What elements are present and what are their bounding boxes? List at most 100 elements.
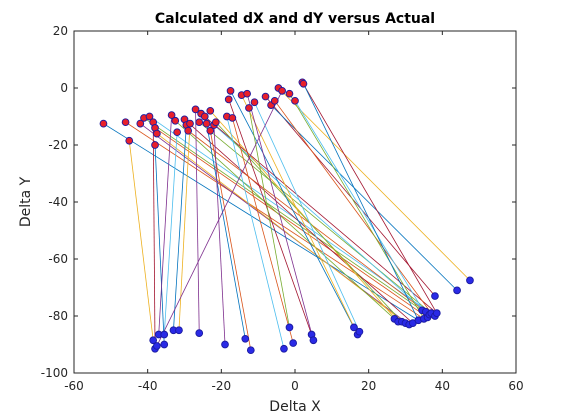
chart-title: Calculated dX and dY versus Actual <box>155 11 435 27</box>
calculated-point <box>299 79 308 88</box>
connector-line <box>246 93 314 341</box>
actual-point <box>355 327 364 336</box>
calculated-point <box>186 119 194 128</box>
calculated-point <box>145 112 154 121</box>
connector-line <box>278 87 471 281</box>
calculated-point <box>245 104 253 112</box>
actual-point <box>350 323 358 332</box>
connector-line <box>241 94 358 335</box>
calculated-point <box>184 126 193 135</box>
calculated-point <box>261 92 270 101</box>
calculated-point <box>228 114 237 122</box>
connector-line <box>231 117 294 344</box>
y-axis-label: Delta Y <box>18 176 34 227</box>
actual-point <box>241 334 250 343</box>
calculated-point <box>191 105 200 114</box>
connector-line <box>187 130 430 315</box>
calculated-point <box>206 106 215 115</box>
calculated-point <box>121 118 130 127</box>
connector-line <box>143 117 423 311</box>
connector-lines <box>103 82 471 351</box>
connector-line <box>152 122 156 349</box>
actual-point <box>309 336 318 345</box>
actual-point <box>431 292 439 300</box>
actual-point <box>453 286 461 295</box>
connector-line <box>163 132 178 335</box>
y-tick-label: -40 <box>48 195 68 209</box>
connector-line <box>154 127 428 318</box>
connector-line <box>195 109 200 334</box>
calculated-point <box>202 119 211 128</box>
connector-line <box>230 90 355 328</box>
calculated-point <box>226 86 235 95</box>
connector-line <box>154 144 165 345</box>
calculated-point <box>291 96 299 105</box>
calculated-point <box>206 126 215 135</box>
calculated-point <box>278 86 286 95</box>
axis-ticks: -60 -40 -20 0 20 40 60 -100 -80 -60 -40 -20 0 20 <box>41 24 524 393</box>
y-tick-label: -80 <box>48 309 68 323</box>
connector-line <box>274 100 432 314</box>
x-tick-label: -60 <box>64 379 84 393</box>
actual-point <box>153 342 161 350</box>
actual-point <box>149 336 158 345</box>
connector-line <box>178 123 191 331</box>
x-tick-label: 0 <box>291 379 299 393</box>
actual-point <box>160 330 169 339</box>
connector-line <box>158 115 173 335</box>
x-tick-label: 40 <box>435 379 450 393</box>
connector-line <box>213 125 226 345</box>
calculated-point <box>285 89 294 98</box>
y-tick-label: -20 <box>48 138 68 152</box>
actual-point <box>175 326 183 335</box>
x-tick-label: -40 <box>138 379 158 393</box>
y-tick-label: 0 <box>60 81 68 95</box>
x-tick-label: -20 <box>212 379 232 393</box>
calculated-point <box>171 116 180 125</box>
calculated-point <box>173 128 181 137</box>
connector-line <box>226 116 285 349</box>
y-tick-label: -100 <box>41 366 68 380</box>
data-markers <box>99 78 474 355</box>
actual-point <box>280 344 288 353</box>
connector-line <box>303 83 419 321</box>
actual-point <box>285 323 294 332</box>
connector-line <box>228 99 312 335</box>
plot-background <box>74 31 516 373</box>
y-tick-label: 20 <box>53 24 68 38</box>
connector-line <box>302 82 438 314</box>
calculated-point <box>125 136 134 145</box>
connector-line <box>173 125 187 331</box>
calculated-point <box>136 119 145 128</box>
calculated-point <box>99 119 108 128</box>
calculated-point <box>270 96 279 105</box>
calculated-point <box>200 112 209 121</box>
connector-line <box>254 102 360 332</box>
calculated-point <box>211 118 220 127</box>
x-tick-label: 20 <box>361 379 376 393</box>
actual-point <box>246 346 255 355</box>
connector-line <box>128 140 154 341</box>
actual-point <box>195 329 204 337</box>
actual-point <box>289 339 298 347</box>
actual-point <box>466 276 474 285</box>
actual-point <box>221 340 229 349</box>
calculated-point <box>243 89 251 98</box>
actual-point <box>432 309 441 318</box>
connector-line <box>294 100 428 318</box>
connector-line <box>270 104 458 291</box>
calculated-point <box>250 98 259 107</box>
calculated-point <box>167 111 176 119</box>
y-tick-label: -60 <box>48 252 68 266</box>
calculated-point <box>195 118 204 127</box>
connector-line <box>215 121 403 322</box>
connector-line <box>209 130 252 351</box>
x-axis-label: Delta X <box>269 399 321 415</box>
calculated-point <box>153 129 161 138</box>
connector-line <box>209 110 399 322</box>
connector-line <box>206 123 246 339</box>
calculated-point <box>151 141 159 149</box>
connector-line <box>140 123 410 325</box>
x-tick-label: 60 <box>508 379 523 393</box>
connector-line <box>204 116 438 314</box>
